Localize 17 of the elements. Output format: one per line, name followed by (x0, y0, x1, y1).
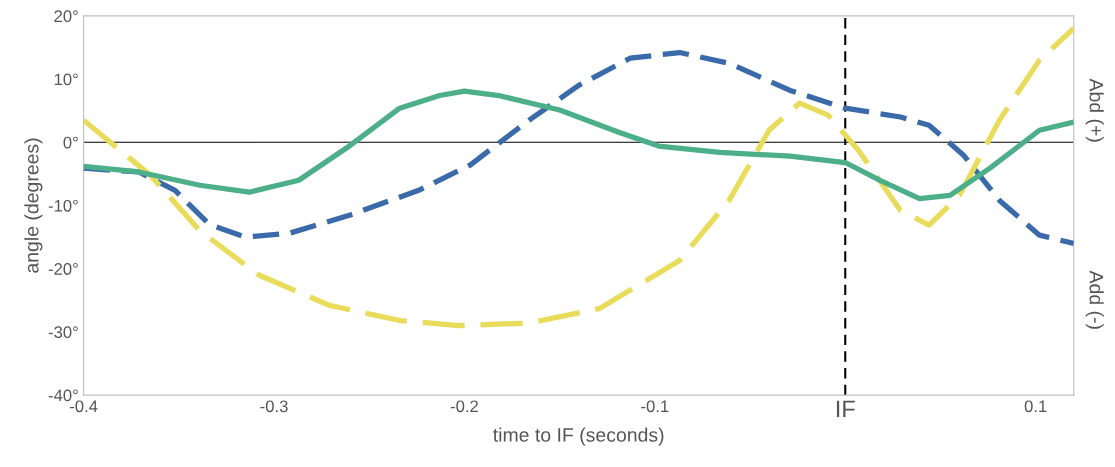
y-tick-label: -20° (48, 263, 78, 275)
text: Add (-) (1085, 270, 1104, 329)
x-tick-label: IF (836, 400, 855, 418)
x-tick-label: -0.4 (70, 400, 98, 413)
y-tick-label: 20° (54, 10, 78, 23)
y-tick-label: -40° (48, 389, 78, 402)
x-tick-label: -0.2 (450, 400, 478, 413)
text: Abd (+) (1085, 78, 1104, 142)
y-tick-label: -10° (48, 199, 78, 212)
x-tick-label: -0.1 (641, 400, 669, 413)
y-tick-label: 0° (63, 136, 78, 149)
y-tick-label: -30° (48, 326, 78, 339)
x-tick-label: 0.1 (1024, 400, 1047, 413)
x-tick-label: -0.3 (260, 400, 288, 413)
x-axis-title: time to IF (seconds) (493, 427, 664, 446)
y-tick-label: 10° (54, 73, 78, 86)
y-axis-title: angle (degrees) (24, 138, 43, 273)
